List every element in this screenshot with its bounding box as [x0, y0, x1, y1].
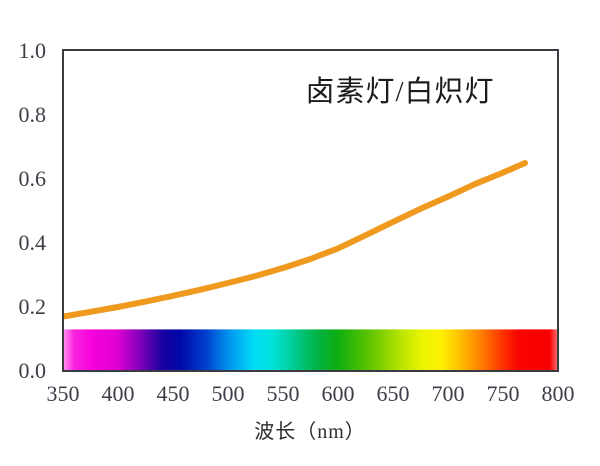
- x-axis-title: 波长（nm）: [254, 421, 366, 443]
- plot-frame: [62, 49, 559, 372]
- y-tick-label: 1.0: [18, 38, 47, 63]
- x-tick-label: 600: [321, 381, 355, 406]
- spectrum-curve: [62, 160, 528, 320]
- x-tick-label: 400: [101, 381, 135, 406]
- y-tick-label: 0.6: [18, 166, 47, 191]
- chart-title: 卤素灯/白炽灯: [305, 76, 495, 108]
- y-tick-label: 0.8: [18, 102, 47, 127]
- x-tick-label: 450: [156, 381, 190, 406]
- x-tick-label: 500: [211, 381, 245, 406]
- visible-spectrum-bar: [64, 329, 557, 371]
- x-tick-label: 700: [431, 381, 465, 406]
- x-tick-label: 650: [376, 381, 410, 406]
- plot-area: [62, 49, 559, 372]
- x-tick-label: 750: [486, 381, 520, 406]
- y-tick-label: 0.2: [18, 294, 47, 319]
- y-tick-label: 0.4: [18, 230, 47, 255]
- y-tick-label: 0.0: [18, 358, 47, 383]
- x-tick-label: 800: [541, 381, 575, 406]
- x-tick-label: 350: [46, 381, 80, 406]
- x-tick-label: 550: [266, 381, 300, 406]
